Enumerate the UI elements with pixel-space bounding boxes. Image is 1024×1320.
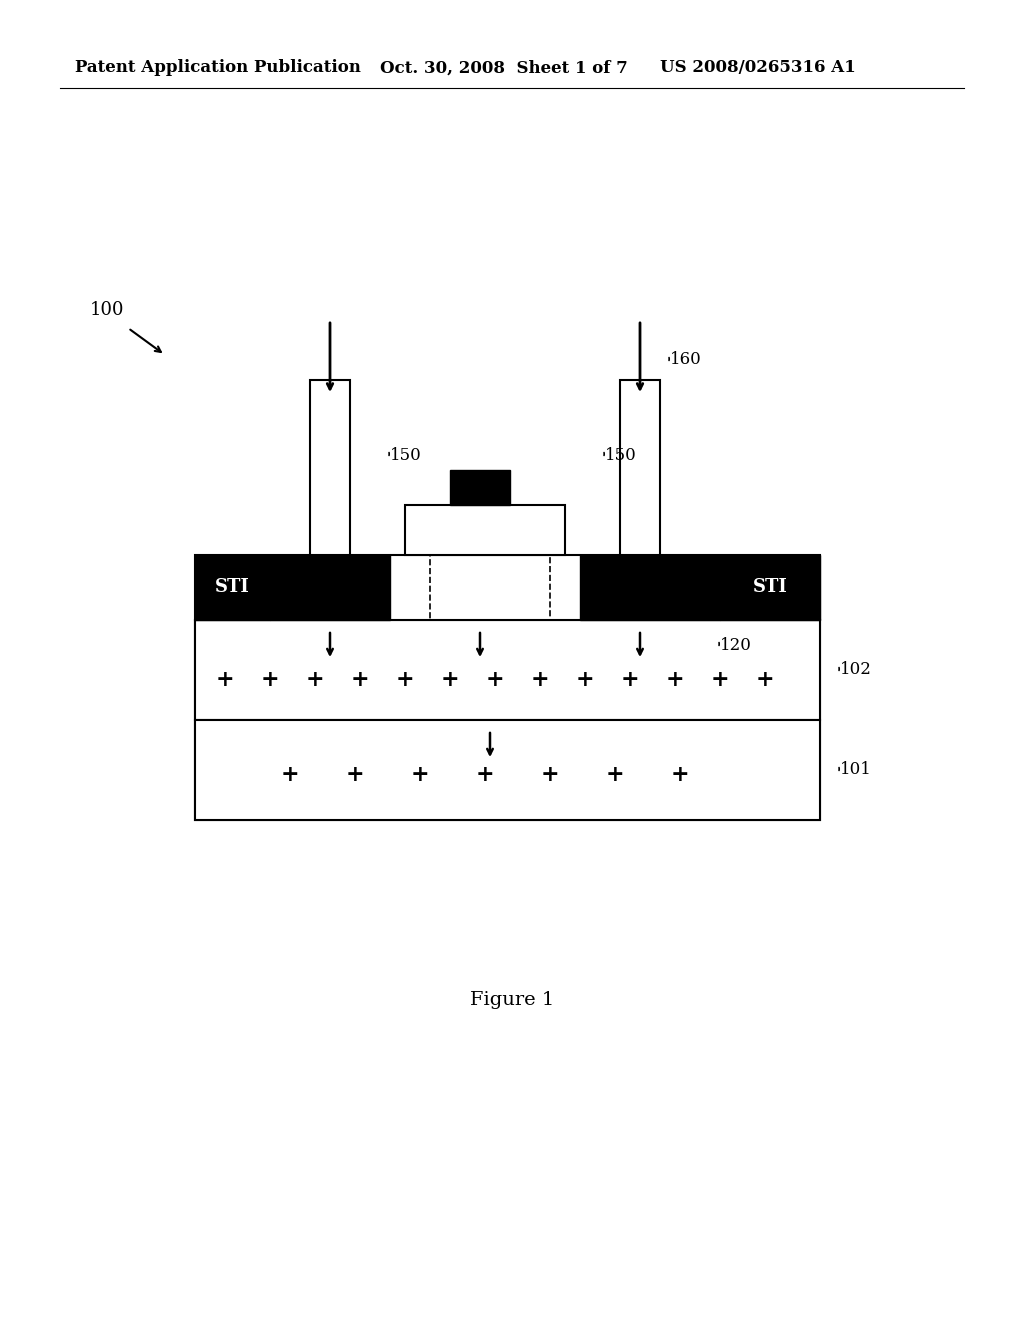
Text: +: +: [711, 669, 729, 690]
Text: STI: STI: [753, 578, 787, 597]
Text: 100: 100: [90, 301, 125, 319]
Text: +: +: [306, 669, 325, 690]
Text: Oct. 30, 2008  Sheet 1 of 7: Oct. 30, 2008 Sheet 1 of 7: [380, 59, 628, 77]
Bar: [310, 380, 350, 554]
Text: +: +: [411, 764, 429, 785]
Text: +: +: [346, 764, 365, 785]
Bar: [450, 470, 510, 506]
Bar: [195, 620, 820, 719]
Text: 150: 150: [390, 446, 422, 463]
Text: 102: 102: [840, 661, 871, 678]
Text: STI: STI: [215, 578, 250, 597]
Text: +: +: [261, 669, 280, 690]
Text: +: +: [575, 669, 594, 690]
Text: 101: 101: [840, 762, 871, 779]
Text: Patent Application Publication: Patent Application Publication: [75, 59, 360, 77]
Text: +: +: [541, 764, 559, 785]
Text: +: +: [671, 764, 689, 785]
Text: +: +: [530, 669, 549, 690]
Text: Figure 1: Figure 1: [470, 991, 554, 1008]
Text: +: +: [350, 669, 370, 690]
Text: +: +: [440, 669, 460, 690]
Text: +: +: [621, 669, 639, 690]
Text: 120: 120: [720, 636, 752, 653]
Text: US 2008/0265316 A1: US 2008/0265316 A1: [660, 59, 856, 77]
Text: +: +: [216, 669, 234, 690]
Text: +: +: [281, 764, 299, 785]
Text: +: +: [485, 669, 504, 690]
Bar: [195, 554, 270, 620]
Text: +: +: [666, 669, 684, 690]
Text: 160: 160: [670, 351, 701, 368]
Text: 150: 150: [605, 446, 637, 463]
Bar: [720, 554, 820, 620]
Text: 111: 111: [294, 591, 326, 609]
Bar: [580, 554, 720, 620]
Text: +: +: [756, 669, 774, 690]
Text: +: +: [395, 669, 415, 690]
Bar: [195, 620, 820, 820]
Bar: [195, 554, 820, 620]
Bar: [195, 719, 820, 820]
Bar: [620, 380, 660, 554]
Text: +: +: [476, 764, 495, 785]
Bar: [430, 554, 550, 620]
Text: 112: 112: [620, 591, 651, 609]
Bar: [406, 506, 565, 554]
Bar: [270, 554, 390, 620]
Text: +: +: [605, 764, 625, 785]
